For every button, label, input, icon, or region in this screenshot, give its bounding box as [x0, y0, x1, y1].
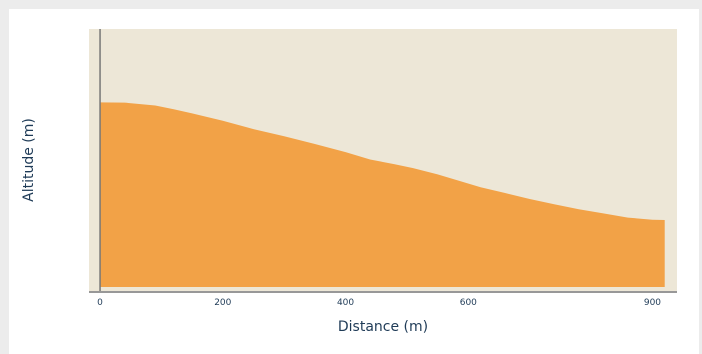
x-tick-label: 400: [337, 298, 354, 308]
x-axis-title: Distance (m): [338, 319, 428, 335]
x-tick-label: 200: [214, 298, 231, 308]
x-tick-label: 600: [460, 298, 477, 308]
x-tick-label: 900: [644, 298, 661, 308]
x-tick-label: 0: [97, 298, 103, 308]
x-tick-labels: 0 200 400 600 900: [97, 298, 661, 308]
y-axis-title: Altitude (m): [21, 118, 37, 202]
altitude-area: [100, 102, 665, 288]
